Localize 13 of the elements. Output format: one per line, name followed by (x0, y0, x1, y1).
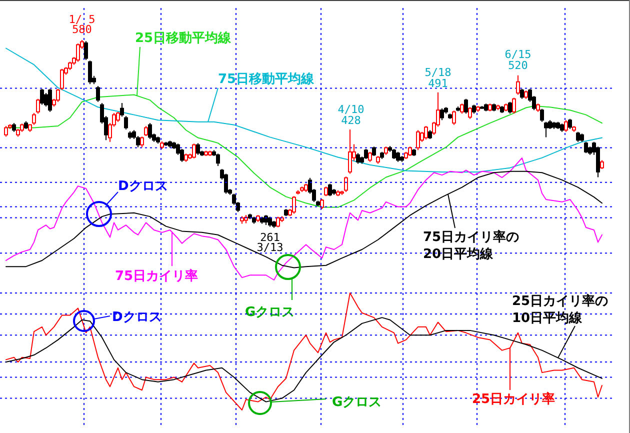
text: 1/ 5 580 (68, 13, 96, 36)
text: 75日移動平均線 (218, 72, 316, 87)
annotation: 6/15 520 (504, 48, 532, 72)
text: 75日カイリ率 (115, 268, 198, 284)
series-label: 25日カイリ率の 10日平均線 (512, 293, 608, 326)
annotation: Gクロス (332, 395, 382, 410)
annotation: 5/18 491 (424, 66, 452, 90)
annotation: Dクロス (118, 179, 168, 194)
text: 25日移動平均線 (135, 31, 232, 46)
annotation: 4/10 428 (338, 103, 364, 127)
series-label: 25日カイリ率 (472, 391, 556, 407)
annotation: 261 3/13 (256, 231, 284, 254)
series-label: 75日カイリ率の 20日平均線 (423, 229, 520, 262)
